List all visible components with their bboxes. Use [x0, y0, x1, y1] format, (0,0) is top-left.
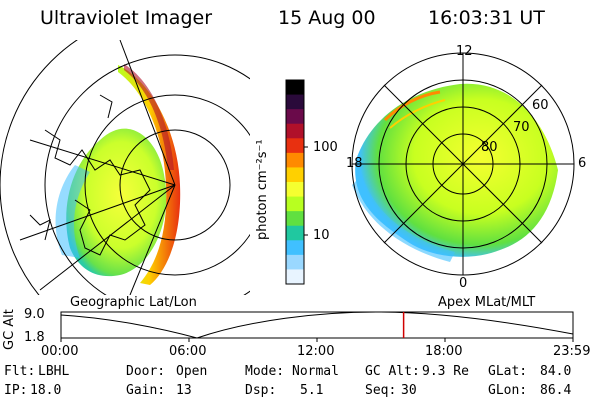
- ip-label: IP:: [4, 383, 28, 398]
- right-projection-label: Apex MLat/MLT: [438, 295, 536, 310]
- colorbar-band: [286, 269, 304, 285]
- colorbar-band: [286, 80, 304, 96]
- left-auroral-image: [0, 40, 250, 295]
- colorbar-band: [286, 240, 304, 256]
- gcalt-value: 9.3 Re: [422, 364, 469, 379]
- lat-label-80: 80: [481, 140, 498, 155]
- altitude-xticks-marks: [60, 338, 574, 342]
- colorbar-band: [286, 152, 304, 168]
- gain-label: Gain:: [126, 383, 166, 398]
- colorbar-tick-100: 100: [313, 140, 338, 155]
- flt-label: Flt:: [4, 364, 36, 379]
- colorbar-band: [286, 167, 304, 183]
- gain-value: 13: [176, 383, 192, 398]
- colorbar-band: [286, 109, 304, 125]
- mlt-label-12: 12: [456, 44, 473, 59]
- colorbar-band: [286, 225, 304, 241]
- altitude-ytick-bottom: 1.8: [24, 330, 45, 345]
- instrument-title: Ultraviolet Imager: [40, 7, 213, 29]
- glon-label: GLon:: [488, 383, 528, 398]
- flt-value: LBHL: [38, 364, 70, 379]
- mode-label: Mode:: [245, 364, 285, 379]
- ip-value: 18.0: [30, 383, 62, 398]
- header-date: 15 Aug 00: [278, 7, 376, 29]
- mlt-label-6: 6: [578, 156, 587, 171]
- mode-value: Normal: [292, 364, 339, 379]
- altitude-ytick-top: 9.0: [24, 307, 45, 322]
- colorbar-unit-label: photon cm⁻²s⁻¹: [255, 139, 270, 240]
- mlt-label-0: 0: [459, 276, 468, 291]
- header-time: 16:03:31 UT: [428, 7, 545, 29]
- altitude-ylabel: GC Alt: [2, 309, 17, 350]
- mlt-label-18: 18: [346, 156, 363, 171]
- colorbar-band: [286, 123, 304, 139]
- colorbar-band: [286, 94, 304, 110]
- gcalt-label: GC Alt:: [365, 364, 420, 379]
- glat-value: 84.0: [540, 364, 572, 379]
- altitude-xtick-2: 12:00: [297, 344, 335, 359]
- seq-label: Seq:: [365, 383, 397, 398]
- altitude-xtick-3: 18:00: [425, 344, 463, 359]
- dsp-label: Dsp:: [245, 383, 277, 398]
- colorbar-band: [286, 254, 304, 270]
- lat-label-60: 60: [532, 98, 549, 113]
- altitude-xtick-4: 23:59: [553, 344, 591, 359]
- colorbar-band: [286, 182, 304, 198]
- glon-value: 86.4: [540, 383, 572, 398]
- altitude-xtick-0: 00:00: [41, 344, 79, 359]
- door-value: Open: [176, 364, 208, 379]
- left-projection-label: Geographic Lat/Lon: [70, 295, 197, 310]
- seq-value: 30: [401, 383, 417, 398]
- colorbar: [286, 80, 304, 285]
- colorbar-frame: [285, 79, 305, 285]
- glat-label: GLat:: [488, 364, 528, 379]
- colorbar-band: [286, 138, 304, 154]
- door-label: Door:: [126, 364, 166, 379]
- altitude-curve: [60, 311, 574, 339]
- colorbar-tick-10: 10: [313, 228, 330, 243]
- colorbar-band: [286, 211, 304, 227]
- altitude-xtick-1: 06:00: [169, 344, 207, 359]
- colorbar-band: [286, 196, 304, 212]
- lat-label-70: 70: [513, 120, 530, 135]
- dsp-value: 5.1: [300, 383, 324, 398]
- polar-grid: [351, 52, 575, 276]
